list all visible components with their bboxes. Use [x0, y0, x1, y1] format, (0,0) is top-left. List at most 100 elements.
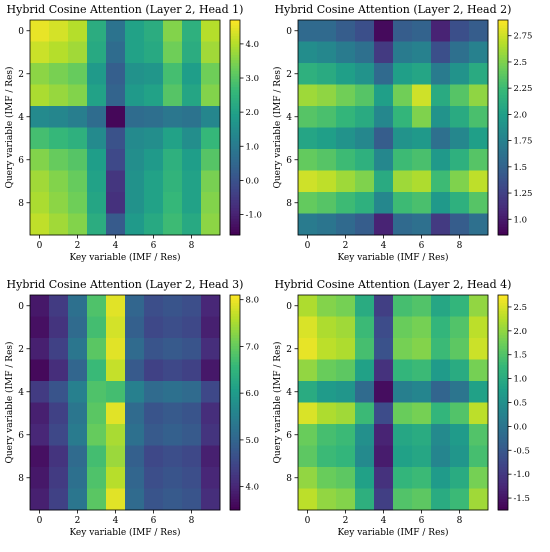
- colorbar-tick-label: 3.0: [246, 74, 260, 84]
- heatmap-cell: [163, 63, 182, 85]
- heatmap-cell: [450, 192, 469, 214]
- heatmap-cell: [68, 128, 87, 150]
- heatmap-cell: [412, 381, 431, 403]
- heatmap-cell: [201, 338, 220, 360]
- heatmap-cell: [49, 149, 68, 171]
- heatmap-cell: [317, 20, 336, 42]
- heatmap-cell: [125, 106, 144, 128]
- heatmap-cell: [30, 467, 49, 489]
- heatmap-cell: [106, 42, 125, 64]
- heatmap-cell: [450, 467, 469, 489]
- heatmap-cell: [431, 403, 450, 425]
- heatmap-cell: [317, 128, 336, 150]
- heatmap-cell: [298, 63, 317, 85]
- y-tick-label: 8: [286, 199, 292, 209]
- heatmap-cell: [87, 63, 106, 85]
- colorbar-tick-label: 1.75: [514, 137, 533, 147]
- heatmap-cell: [469, 467, 488, 489]
- heatmap-cell: [49, 42, 68, 64]
- colorbar-tick-label: 4.0: [246, 483, 260, 493]
- heatmap-cell: [393, 317, 412, 339]
- heatmap-cell: [431, 106, 450, 128]
- heatmap-cell: [431, 467, 450, 489]
- heatmap-cell: [87, 338, 106, 360]
- heatmap-cell: [68, 214, 87, 236]
- heatmap-cell: [68, 42, 87, 64]
- colorbar: 2.752.52.252.01.751.51.251.0: [498, 20, 532, 236]
- x-tick-label: 6: [151, 516, 157, 526]
- panel-title: Hybrid Cosine Attention (Layer 2, Head 4…: [275, 278, 512, 291]
- heatmap-cell: [355, 171, 374, 193]
- heatmap-cell: [431, 214, 450, 236]
- heatmap-cell: [68, 192, 87, 214]
- heatmap-cell: [355, 360, 374, 382]
- heatmap-cell: [163, 192, 182, 214]
- heatmap-cell: [393, 360, 412, 382]
- heatmap-cell: [393, 467, 412, 489]
- heatmap-cell: [374, 128, 393, 150]
- colorbar-tick-label: -1.5: [514, 494, 530, 504]
- heatmap-cell: [298, 317, 317, 339]
- heatmap-cell: [374, 42, 393, 64]
- heatmap-cell: [469, 424, 488, 446]
- heatmap-cell: [336, 42, 355, 64]
- y-tick-label: 4: [286, 388, 292, 398]
- heatmap-cell: [125, 467, 144, 489]
- heatmap-cell: [431, 295, 450, 317]
- heatmap-cell: [298, 171, 317, 193]
- heatmap-panel-4: Hybrid Cosine Attention (Layer 2, Head 4…: [272, 278, 530, 538]
- heatmap-cell: [163, 446, 182, 468]
- heatmap-cell: [30, 63, 49, 85]
- colorbar-tick-label: -1.0: [514, 470, 530, 480]
- heatmap-cell: [182, 424, 201, 446]
- heatmap-cell: [144, 360, 163, 382]
- heatmap-cell: [450, 489, 469, 511]
- heatmap-cell: [355, 106, 374, 128]
- heatmap-cell: [298, 149, 317, 171]
- heatmap-cell: [106, 338, 125, 360]
- heatmap-cell: [87, 20, 106, 42]
- heatmap-cell: [298, 424, 317, 446]
- heatmap-cell: [87, 403, 106, 425]
- heatmap-cell: [106, 20, 125, 42]
- y-tick-label: 6: [286, 431, 292, 441]
- heatmap-cell: [298, 489, 317, 511]
- y-tick-label: 4: [18, 388, 24, 398]
- heatmap-cell: [68, 338, 87, 360]
- x-tick-label: 2: [75, 241, 81, 251]
- heatmap-cell: [317, 360, 336, 382]
- heatmap-cell: [355, 295, 374, 317]
- x-tick-label: 8: [457, 241, 463, 251]
- colorbar-tick-label: 0.5: [514, 399, 528, 409]
- heatmap-cell: [87, 214, 106, 236]
- heatmap-cell: [87, 128, 106, 150]
- heatmap-cell: [106, 295, 125, 317]
- heatmap-cell: [201, 192, 220, 214]
- heatmap-panel-3: Hybrid Cosine Attention (Layer 2, Head 3…: [4, 278, 259, 538]
- heatmap-cell: [125, 171, 144, 193]
- colorbar-tick-label: 2.0: [514, 327, 528, 337]
- heatmap-cell: [201, 360, 220, 382]
- colorbar-tick-label: 6.0: [246, 389, 260, 399]
- heatmap-cell: [469, 42, 488, 64]
- heatmap-cell: [68, 467, 87, 489]
- heatmap-cell: [30, 128, 49, 150]
- heatmap-cell: [450, 446, 469, 468]
- heatmap-cell: [68, 171, 87, 193]
- y-tick-label: 2: [286, 70, 292, 80]
- heatmap-cell: [469, 317, 488, 339]
- heatmap-cell: [393, 42, 412, 64]
- heatmap-cell: [106, 424, 125, 446]
- heatmap-cell: [144, 467, 163, 489]
- colorbar: 8.07.06.05.04.0: [230, 295, 259, 511]
- heatmap-cell: [68, 63, 87, 85]
- heatmap-panel-2: Hybrid Cosine Attention (Layer 2, Head 2…: [272, 3, 532, 263]
- heatmap-cell: [336, 381, 355, 403]
- heatmap-cell: [298, 403, 317, 425]
- y-tick-label: 4: [18, 113, 24, 123]
- heatmap-cell: [30, 317, 49, 339]
- heatmap-cell: [317, 63, 336, 85]
- heatmap-cell: [317, 149, 336, 171]
- heatmap-cell: [336, 106, 355, 128]
